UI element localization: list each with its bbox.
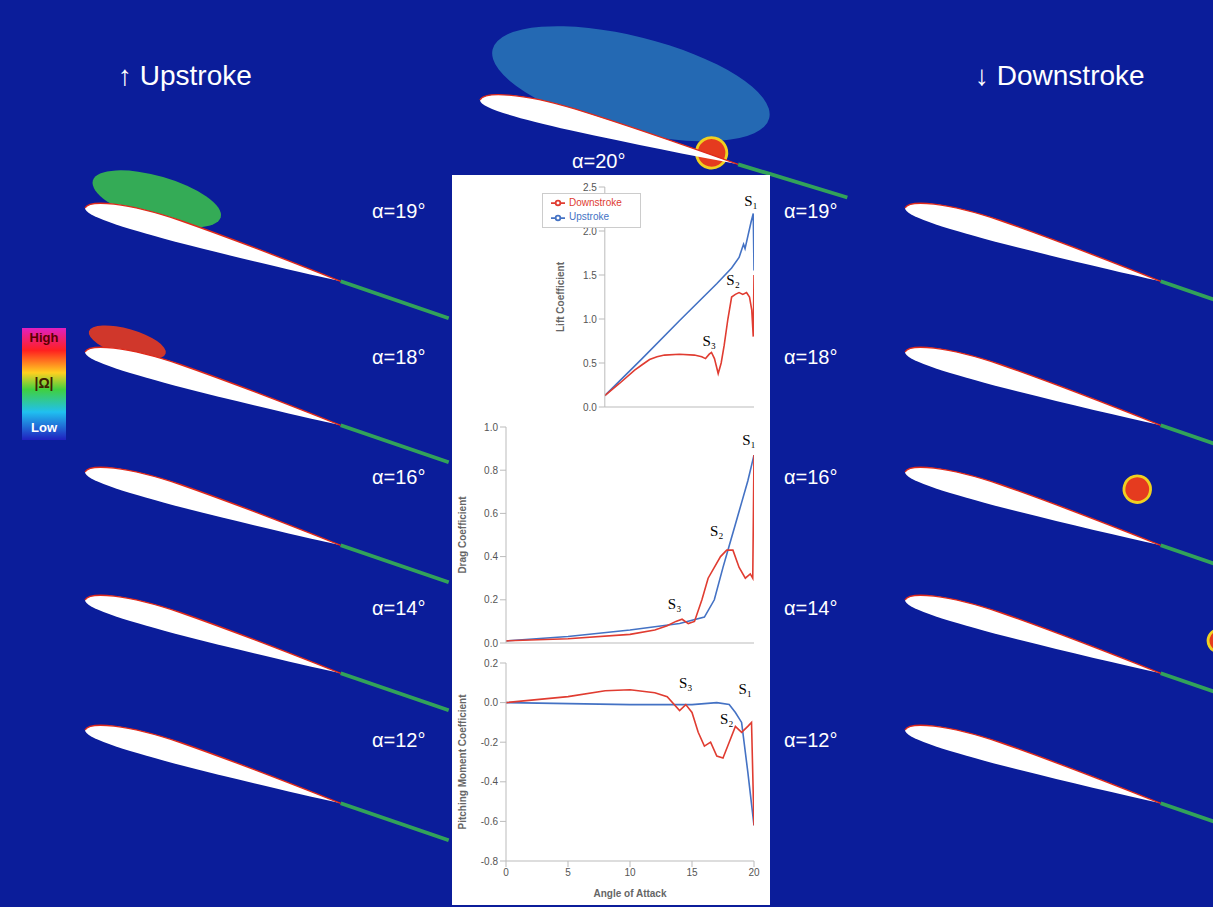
svg-text:S₁: S₁ (739, 681, 753, 697)
svg-text:-0.4: -0.4 (481, 776, 499, 787)
svg-text:0.2: 0.2 (484, 658, 498, 669)
svg-text:-0.2: -0.2 (481, 737, 499, 748)
svg-text:-0.8: -0.8 (481, 856, 499, 867)
svg-text:0.6: 0.6 (484, 508, 498, 519)
html-text:α=14°: α=14° (784, 597, 838, 619)
svg-text:1.0: 1.0 (583, 314, 597, 325)
svg-text:Angle of Attack: Angle of Attack (594, 888, 667, 899)
svg-text:S₁: S₁ (744, 193, 758, 209)
svg-text:15: 15 (686, 867, 698, 878)
svg-text:2.0: 2.0 (583, 226, 597, 237)
html-text:α=20°: α=20° (572, 150, 626, 172)
html-text:α=14°: α=14° (372, 597, 426, 619)
svg-text:1.5: 1.5 (583, 270, 597, 281)
html-text:High: High (29, 330, 59, 345)
svg-text:2.5: 2.5 (583, 182, 597, 193)
html-text:α=12°: α=12° (372, 729, 426, 751)
svg-text:S₂: S₂ (720, 711, 734, 727)
html-text:α=16°: α=16° (372, 466, 426, 488)
svg-text:1.0: 1.0 (484, 422, 498, 433)
svg-text:0: 0 (503, 867, 509, 878)
html-text:α=12°: α=12° (784, 729, 838, 751)
html-text:α=18°: α=18° (372, 346, 426, 368)
html-text:α=16°: α=16° (784, 466, 838, 488)
svg-text:0.0: 0.0 (484, 697, 498, 708)
svg-text:S₂: S₂ (726, 272, 740, 288)
svg-text:5: 5 (565, 867, 571, 878)
svg-text:0.0: 0.0 (583, 402, 597, 413)
svg-text:S₃: S₃ (668, 596, 682, 612)
html-text:α=19°: α=19° (372, 200, 426, 222)
svg-text:S₃: S₃ (702, 333, 716, 349)
svg-text:20: 20 (748, 867, 760, 878)
svg-text:S₂: S₂ (710, 523, 724, 539)
html-text:↓ Downstroke: ↓ Downstroke (975, 60, 1145, 91)
html-text:|Ω|: |Ω| (34, 375, 54, 391)
svg-text:0.4: 0.4 (484, 551, 498, 562)
html-text:Upstroke: Upstroke (569, 211, 609, 223)
html-text:α=18°: α=18° (784, 346, 838, 368)
svg-text:S₃: S₃ (679, 675, 693, 691)
html-text:α=19°: α=19° (784, 200, 838, 222)
svg-text:10: 10 (624, 867, 636, 878)
svg-text:-0.6: -0.6 (481, 816, 499, 827)
svg-text:Pitching Moment Coefficient: Pitching Moment Coefficient (457, 694, 468, 830)
svg-text:Lift Coefficient: Lift Coefficient (555, 261, 566, 332)
svg-text:Drag Coefficient: Drag Coefficient (457, 496, 468, 574)
svg-text:0.5: 0.5 (583, 358, 597, 369)
svg-text:0.2: 0.2 (484, 594, 498, 605)
html-text:Downstroke: Downstroke (569, 197, 622, 208)
svg-text:0.8: 0.8 (484, 465, 498, 476)
html-text:Low: Low (31, 420, 57, 435)
svg-text:S₁: S₁ (742, 432, 756, 448)
svg-text:0.0: 0.0 (484, 638, 498, 649)
html-text:↑ Upstroke: ↑ Upstroke (118, 60, 252, 91)
